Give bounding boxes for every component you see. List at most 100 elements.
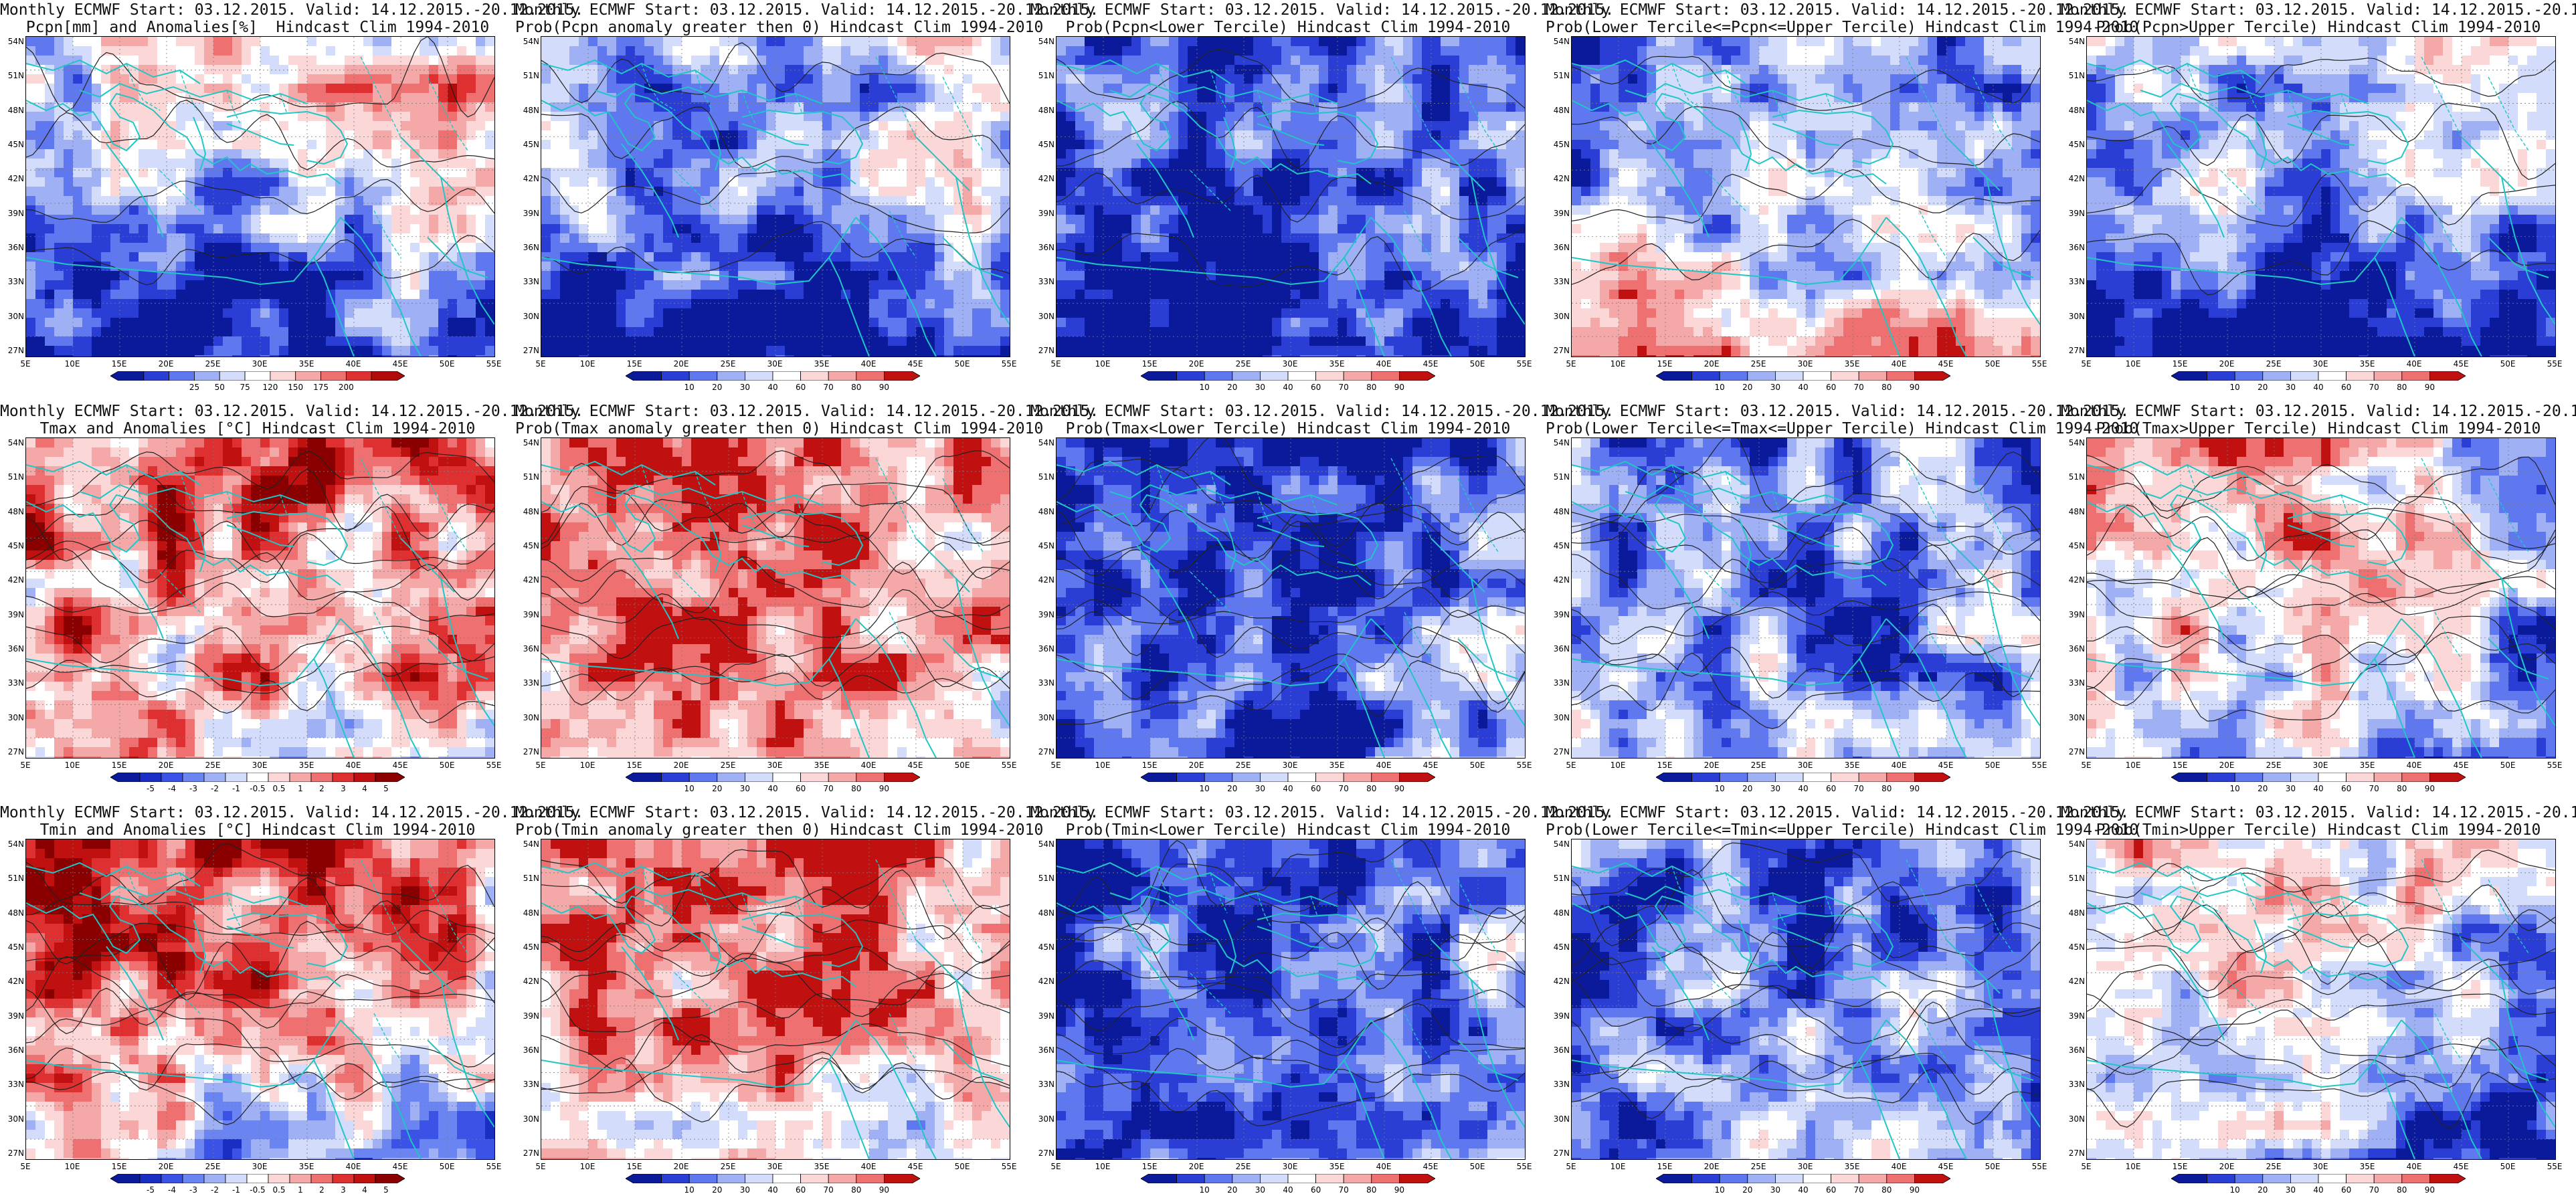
longitude-label: 50E (434, 1162, 460, 1171)
contour-line (1056, 502, 1525, 563)
coastline (400, 538, 455, 593)
map-area (1571, 839, 2041, 1160)
longitude-label: 35E (293, 1162, 320, 1171)
coastline (1885, 1019, 1967, 1159)
coastline (855, 1019, 937, 1159)
colorbar (626, 371, 920, 381)
colorbar-swatch (1343, 371, 1372, 381)
longitude-label: 50E (1979, 761, 2006, 770)
longitude-label: 15E (621, 1162, 648, 1171)
longitude-label: 25E (715, 1162, 741, 1171)
country-border (1210, 471, 1228, 512)
colorbar-label: 40 (1791, 1185, 1815, 1195)
country-border (641, 866, 676, 914)
country-border (126, 63, 161, 111)
longitude-label: 45E (2448, 359, 2474, 369)
coastline (1056, 1019, 1372, 1088)
colorbar-swatch (2290, 1174, 2319, 1183)
latitude-label: 33N (2062, 277, 2085, 286)
colorbar-swatch (320, 371, 347, 381)
forecast-panel: Monthly ECMWF Start: 03.12.2015. Valid: … (1546, 0, 2138, 401)
contour-line (1056, 586, 1525, 625)
coastline (1471, 578, 1525, 726)
colorbar-swatch (194, 371, 220, 381)
colorbar-label: 30 (2278, 383, 2302, 392)
coastline (1109, 82, 1338, 104)
colorbar-swatch (1886, 371, 1915, 381)
coastline (1885, 618, 1967, 758)
coastline (2461, 136, 2516, 191)
panel-subtitle: Tmax and Anomalies [°C] Hindcast Clim 19… (0, 420, 515, 437)
longitude-label: 30E (1792, 1162, 1819, 1171)
contour-line (2087, 1037, 2555, 1090)
latitude-label: 30N (1032, 1114, 1054, 1124)
colorbar-label: 60 (2334, 784, 2359, 793)
latitude-label: 39N (1, 610, 24, 619)
longitude-label: 55E (2026, 761, 2053, 770)
panel-subtitle: Prob(Lower Tercile<=Tmax<=Upper Tercile)… (1546, 420, 2138, 437)
country-border (1725, 70, 1743, 111)
latitude-label: 51N (1547, 472, 1570, 482)
longitude-label: 50E (1464, 761, 1491, 770)
latitude-label: 39N (1, 1011, 24, 1021)
colorbar-label: 3 (331, 1185, 355, 1195)
contour-line (26, 548, 494, 610)
panel-subtitle: Tmin and Anomalies [°C] Hindcast Clim 19… (0, 821, 515, 839)
longitude-label: 50E (1464, 359, 1491, 369)
country-border (280, 896, 288, 917)
panel-subtitle: Prob(Tmin<Lower Tercile) Hindcast Clim 1… (1030, 821, 1546, 839)
colorbar-label: 10 (677, 383, 701, 392)
coastline (1344, 257, 1385, 357)
longitude-label: 35E (1323, 359, 1350, 369)
colorbar-swatch (1656, 773, 1692, 782)
longitude-label: 55E (2541, 761, 2568, 770)
longitude-label: 45E (902, 359, 929, 369)
coastline (1257, 109, 1379, 165)
colorbar-swatch (1747, 371, 1776, 381)
colorbar-label: 30 (1248, 784, 1272, 793)
coastline (1885, 217, 1967, 357)
latitude-label: 48N (1, 507, 24, 516)
country-border (1705, 973, 1746, 1014)
coastline (313, 658, 355, 758)
latitude-label: 48N (517, 507, 539, 516)
longitude-label: 25E (715, 359, 741, 369)
coastline (2501, 177, 2555, 325)
coastline (226, 926, 294, 948)
coastline (2087, 92, 2402, 185)
longitude-label: 55E (2026, 1162, 2053, 1171)
country-border (2434, 210, 2462, 258)
coastline (541, 460, 716, 486)
colorbar-label: 40 (1276, 383, 1300, 392)
longitude-label: 50E (434, 359, 460, 369)
colorbar-swatch (2401, 773, 2430, 782)
contour-line (26, 920, 494, 1001)
panel-title: Monthly ECMWF Start: 03.12.2015. Valid: … (1030, 1, 1614, 19)
coastline (2087, 494, 2402, 586)
coastline (741, 109, 864, 165)
coastline (2488, 237, 2549, 278)
country-border (695, 471, 713, 512)
colorbar-swatch (1831, 773, 1859, 782)
colorbar-swatch (1176, 1174, 1205, 1183)
contour-line (26, 660, 494, 724)
coastline (541, 494, 856, 586)
colorbar-label: 40 (1276, 1185, 1300, 1195)
forecast-panel: Monthly ECMWF Start: 03.12.2015. Valid: … (515, 401, 1099, 803)
coastline (440, 578, 494, 726)
longitude-label: 55E (996, 1162, 1022, 1171)
latitude-label: 30N (2062, 312, 2085, 321)
coastline (2087, 895, 2402, 987)
coastline (1572, 217, 1887, 286)
colorbar-label: 70 (816, 784, 840, 793)
longitude-label: 35E (1839, 1162, 1865, 1171)
country-border (889, 210, 917, 258)
country-border (695, 70, 713, 111)
colorbar-label: 5 (374, 784, 398, 793)
longitude-label: 30E (1792, 761, 1819, 770)
colorbar-label: 200 (334, 383, 358, 392)
country-border (280, 494, 288, 516)
colorbar-label: 4 (353, 1185, 377, 1195)
longitude-label: 10E (574, 359, 601, 369)
country-border (360, 859, 401, 940)
